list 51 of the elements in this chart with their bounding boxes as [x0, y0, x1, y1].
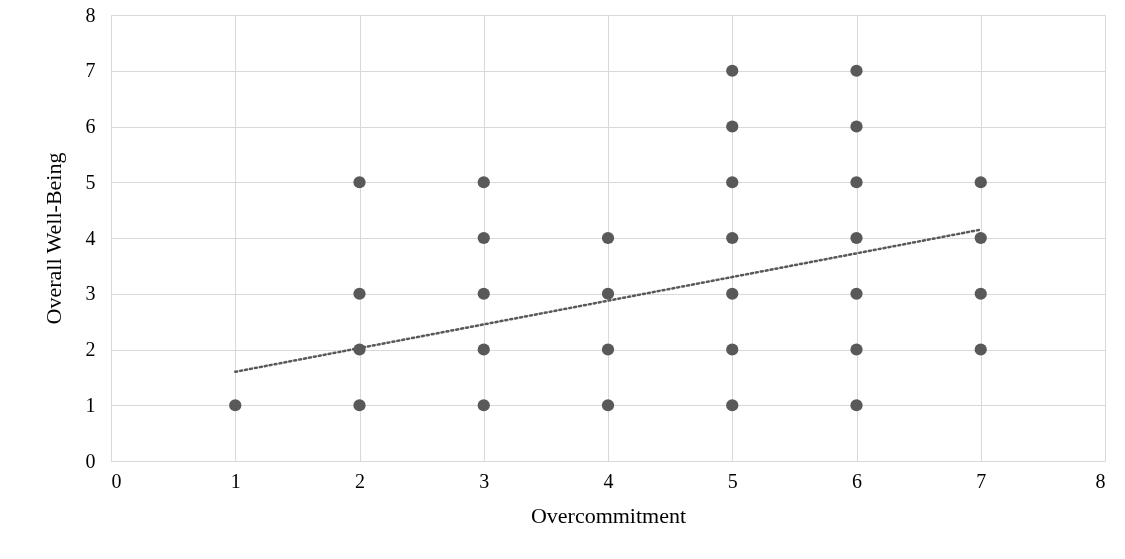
point — [477, 287, 490, 300]
point — [726, 64, 739, 77]
point — [850, 287, 863, 300]
y-tick-label: 1 — [85, 393, 96, 416]
point — [850, 399, 863, 412]
point — [974, 231, 987, 245]
point — [477, 231, 490, 245]
point — [850, 120, 863, 133]
point — [974, 176, 987, 189]
x-tick-label: 3 — [479, 469, 490, 492]
x-tick-label: 4 — [603, 469, 614, 492]
point — [974, 343, 987, 356]
point — [477, 399, 490, 412]
x-tick-label: 1 — [230, 469, 241, 492]
y-tick-label: 0 — [85, 449, 96, 472]
x-axis-title: Overcommitment — [530, 502, 687, 528]
y-tick-label: 5 — [85, 170, 96, 193]
x-tick-label: 6 — [852, 469, 862, 492]
point — [477, 343, 490, 356]
point — [850, 176, 863, 189]
x-tick-label: 0 — [111, 469, 122, 492]
point — [353, 287, 366, 300]
point — [726, 343, 739, 356]
x-tick-label: 7 — [976, 469, 987, 492]
point — [477, 176, 490, 189]
point — [601, 287, 615, 300]
x-tick-label: 5 — [727, 469, 738, 492]
y-tick-label: 7 — [85, 59, 96, 82]
point — [601, 399, 615, 412]
y-axis-title: Overall Well-Being — [40, 152, 66, 325]
point — [726, 287, 739, 300]
point — [229, 399, 242, 412]
point — [974, 287, 987, 300]
point — [726, 231, 739, 245]
point — [726, 399, 739, 412]
point — [850, 64, 863, 77]
x-tick-label: 2 — [355, 469, 365, 492]
point — [726, 176, 739, 189]
point — [353, 176, 366, 189]
point — [726, 120, 739, 133]
y-tick-label: 3 — [85, 282, 96, 305]
point — [601, 343, 615, 356]
point — [850, 343, 863, 356]
point — [353, 399, 366, 412]
y-tick-label: 6 — [85, 115, 96, 137]
y-tick-label: 4 — [85, 226, 96, 249]
y-tick-label: 8 — [85, 3, 96, 26]
point — [601, 231, 615, 245]
point — [850, 231, 863, 245]
y-tick-label: 2 — [85, 338, 96, 360]
x-tick-label: 8 — [1095, 469, 1106, 492]
